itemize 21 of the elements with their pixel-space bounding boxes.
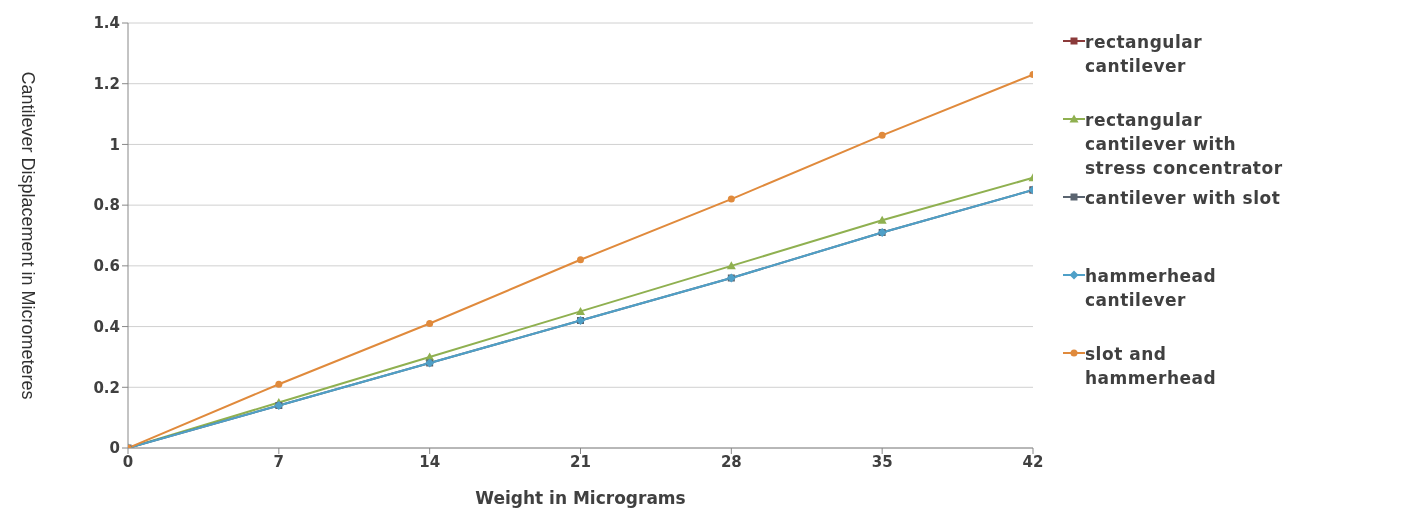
y-axis-title: Cantilever Displacement in Micrometeres <box>17 71 38 400</box>
x-axis-title: Weight in Micrograms <box>475 488 686 508</box>
y-tick-label: 0.2 <box>93 378 120 397</box>
x-tick-label: 28 <box>720 452 742 471</box>
y-tick-label: 1.2 <box>93 75 120 94</box>
x-tick-label: 14 <box>419 452 441 471</box>
legend-label: cantilever with slot <box>1085 187 1282 210</box>
y-tick-label: 1 <box>109 135 120 154</box>
y-tick-label: 0 <box>109 439 120 458</box>
legend-label: hammerhead cantilever <box>1085 265 1218 312</box>
x-tick-label: 21 <box>570 452 591 471</box>
x-tick-label: 42 <box>1022 452 1044 471</box>
y-tick-label: 0.6 <box>93 257 120 276</box>
x-tick-label: 7 <box>273 452 285 471</box>
y-tick-label: 1.4 <box>93 14 120 33</box>
y-tick-label: 0.8 <box>93 196 120 215</box>
x-tick-label: 0 <box>122 452 134 471</box>
legend-label: rectangular cantilever <box>1085 31 1204 78</box>
x-tick-label: 35 <box>871 452 893 471</box>
y-tick-label: 0.4 <box>93 317 120 336</box>
legend-label: slot and hammerhead <box>1085 343 1218 390</box>
